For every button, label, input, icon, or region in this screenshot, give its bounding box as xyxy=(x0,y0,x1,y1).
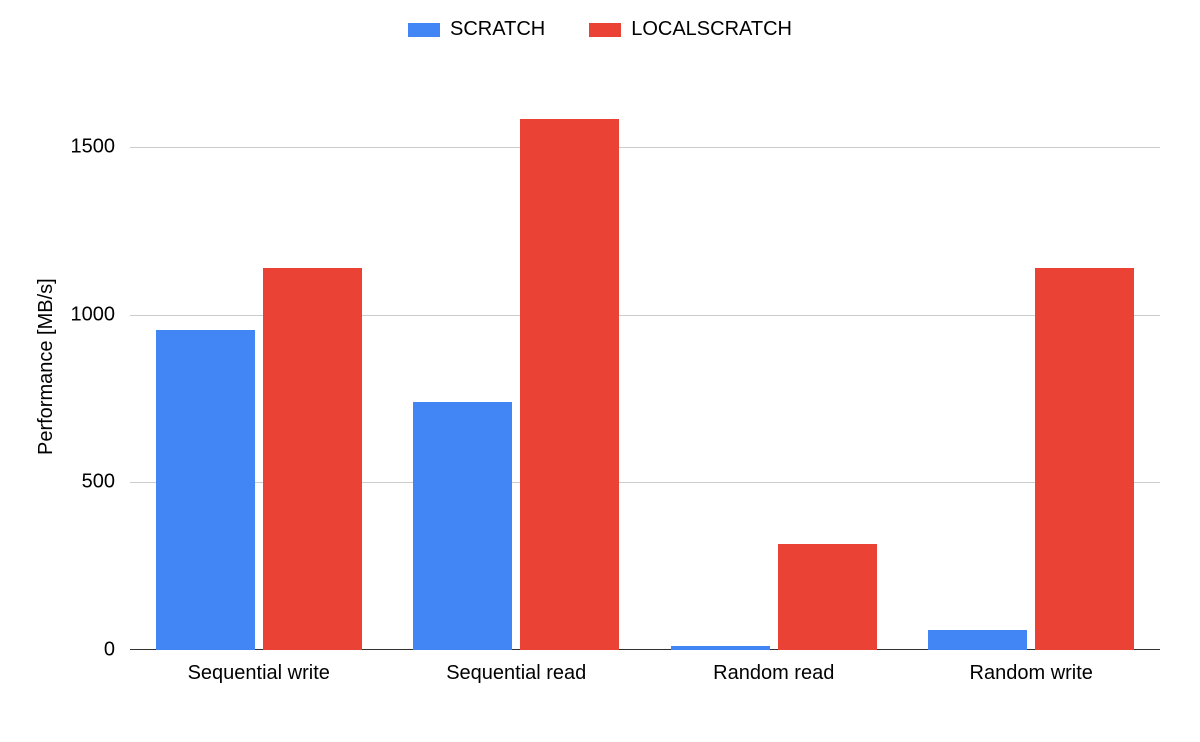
y-tick-label: 1000 xyxy=(35,303,115,326)
legend: SCRATCH LOCALSCRATCH xyxy=(0,18,1200,41)
y-tick-label: 500 xyxy=(35,471,115,494)
legend-label-scratch: SCRATCH xyxy=(450,18,545,41)
bar-localscratch xyxy=(1035,268,1134,650)
plot-area: 050010001500Sequential writeSequential r… xyxy=(130,80,1160,650)
bar-localscratch xyxy=(263,268,362,650)
chart-container: SCRATCH LOCALSCRATCH Performance [MB/s] … xyxy=(0,0,1200,742)
bar-scratch xyxy=(671,646,770,650)
y-tick-label: 1500 xyxy=(35,136,115,159)
bar-localscratch xyxy=(778,544,877,650)
legend-label-localscratch: LOCALSCRATCH xyxy=(631,18,792,41)
x-tick-label: Random write xyxy=(970,662,1093,685)
bar-localscratch xyxy=(520,119,619,650)
bar-scratch xyxy=(928,630,1027,650)
legend-item-localscratch: LOCALSCRATCH xyxy=(589,18,792,41)
legend-swatch-scratch xyxy=(408,23,440,37)
legend-item-scratch: SCRATCH xyxy=(408,18,545,41)
x-tick-label: Sequential read xyxy=(446,662,586,685)
legend-swatch-localscratch xyxy=(589,23,621,37)
x-tick-label: Random read xyxy=(713,662,834,685)
x-tick-label: Sequential write xyxy=(188,662,330,685)
y-tick-label: 0 xyxy=(35,639,115,662)
bar-scratch xyxy=(413,402,512,650)
gridline xyxy=(130,147,1160,148)
bar-scratch xyxy=(156,330,255,650)
